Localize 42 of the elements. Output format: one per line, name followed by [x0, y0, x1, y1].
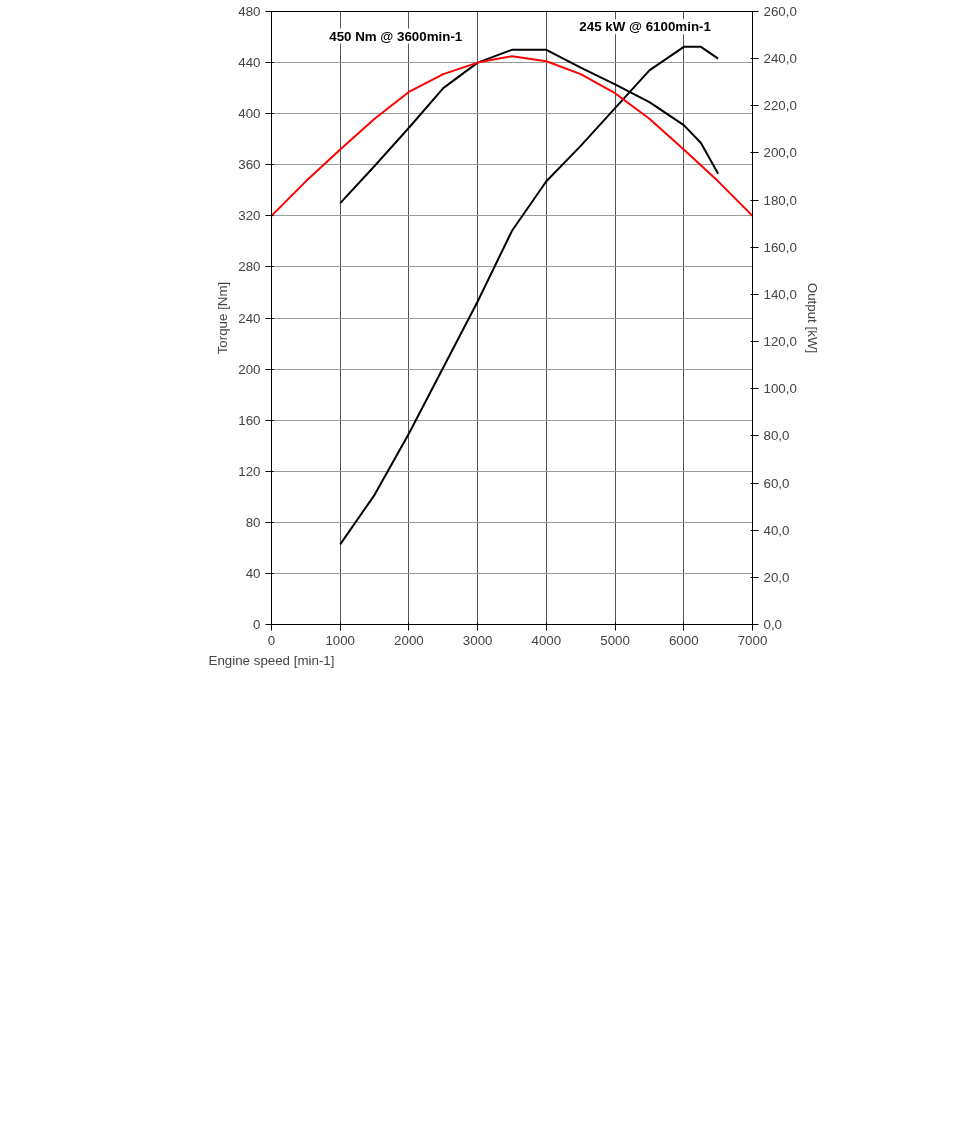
- y2-tick-label: 120,0: [763, 334, 797, 350]
- x-axis-title: Engine speed [min-1]: [208, 652, 335, 668]
- x-tick-label: 5000: [600, 632, 630, 648]
- y2-axis-title: Output [kW]: [804, 282, 820, 354]
- y-tick-label: 160: [238, 412, 261, 428]
- y2-tick-label: 40,0: [763, 522, 790, 538]
- y2-tick-label: 260,0: [763, 4, 797, 19]
- x-tick-label: 4000: [531, 632, 562, 648]
- y-tick-label: 200: [238, 361, 261, 377]
- y-tick-label: 40: [245, 565, 261, 581]
- y2-tick-label: 220,0: [763, 98, 797, 114]
- x-tick-label: 7000: [737, 632, 768, 648]
- y2-tick-label: 80,0: [763, 428, 790, 444]
- y2-tick-label: 140,0: [763, 286, 797, 302]
- y2-tick-label: 200,0: [763, 145, 797, 161]
- line-series: [339, 45, 720, 546]
- y2-tick-label: 60,0: [763, 475, 790, 491]
- y-tick-label: 0: [253, 617, 261, 632]
- y2-tick-label: 100,0: [763, 381, 797, 397]
- x-tick-label: 3000: [462, 632, 493, 648]
- line-series: [271, 55, 753, 217]
- y-tick-label: 320: [238, 208, 261, 224]
- x-tick-label: 6000: [668, 632, 699, 648]
- y2-tick-label: 20,0: [763, 569, 790, 585]
- annotation: 245 kW @ 6100min-1: [579, 19, 712, 35]
- annotation: 450 Nm @ 3600min-1: [329, 28, 463, 44]
- y2-tick-label: 240,0: [763, 51, 797, 67]
- y2-tick-label: 0,0: [763, 617, 783, 632]
- y-tick-label: 400: [238, 106, 261, 122]
- y-tick-label: 480: [238, 4, 261, 19]
- y-tick-label: 80: [245, 514, 261, 530]
- y-tick-label: 440: [238, 55, 261, 71]
- y-tick-label: 280: [238, 259, 261, 275]
- y-tick-label: 240: [238, 310, 261, 326]
- y2-tick-label: 180,0: [763, 192, 797, 208]
- x-tick-label: 2000: [394, 632, 424, 648]
- y-axis-title: Torque [Nm]: [215, 281, 231, 355]
- x-tick-label: 1000: [325, 632, 356, 648]
- x-tick-label: 0: [267, 632, 276, 648]
- y-tick-label: 120: [238, 463, 261, 479]
- y-tick-label: 360: [238, 157, 261, 173]
- y2-tick-label: 160,0: [763, 239, 797, 255]
